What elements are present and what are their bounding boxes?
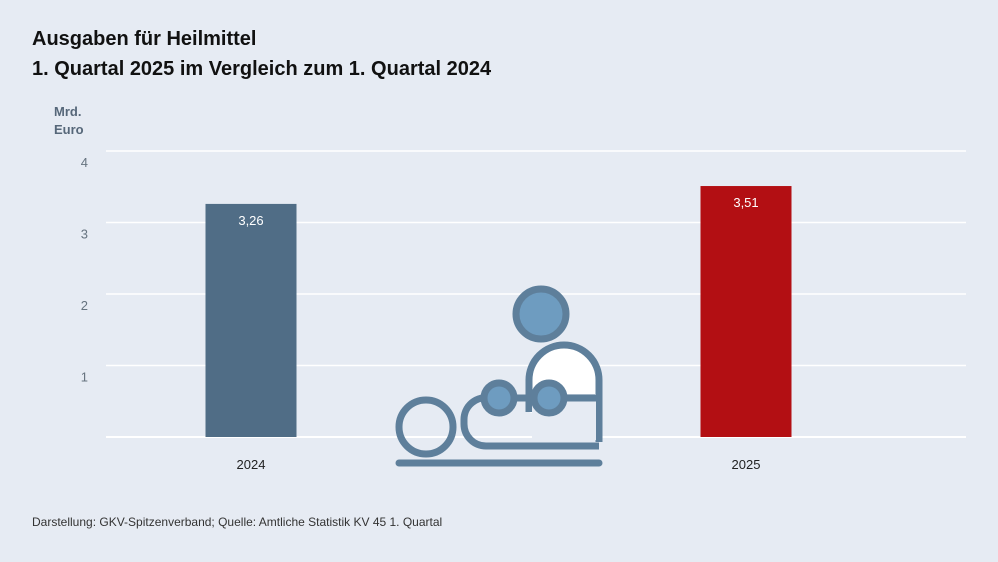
bar-2025 [700, 186, 792, 437]
title-line-2: 1. Quartal 2025 im Vergleich zum 1. Quar… [32, 58, 492, 80]
y-tick-label: 4 [81, 155, 88, 170]
x-category-label: 2025 [732, 457, 761, 472]
bar-value-label: 3,26 [238, 213, 263, 228]
y-tick-label: 2 [81, 298, 88, 313]
x-category-label: 2024 [237, 457, 266, 472]
therapist-with-patient-icon [395, 285, 603, 467]
y-tick-label: 3 [81, 227, 88, 242]
unit-line-2: Euro [54, 122, 84, 137]
chart-title: Ausgaben für Heilmittel 1. Quartal 2025 … [32, 24, 491, 84]
y-tick-label: 1 [81, 370, 88, 385]
y-axis-unit-label: Mrd. Euro [54, 103, 84, 139]
unit-line-1: Mrd. [54, 104, 82, 119]
bar-2024 [205, 203, 297, 437]
title-line-1: Ausgaben für Heilmittel [32, 28, 257, 50]
source-footnote: Darstellung: GKV-Spitzenverband; Quelle:… [32, 515, 443, 529]
bar-value-label: 3,51 [733, 195, 758, 210]
